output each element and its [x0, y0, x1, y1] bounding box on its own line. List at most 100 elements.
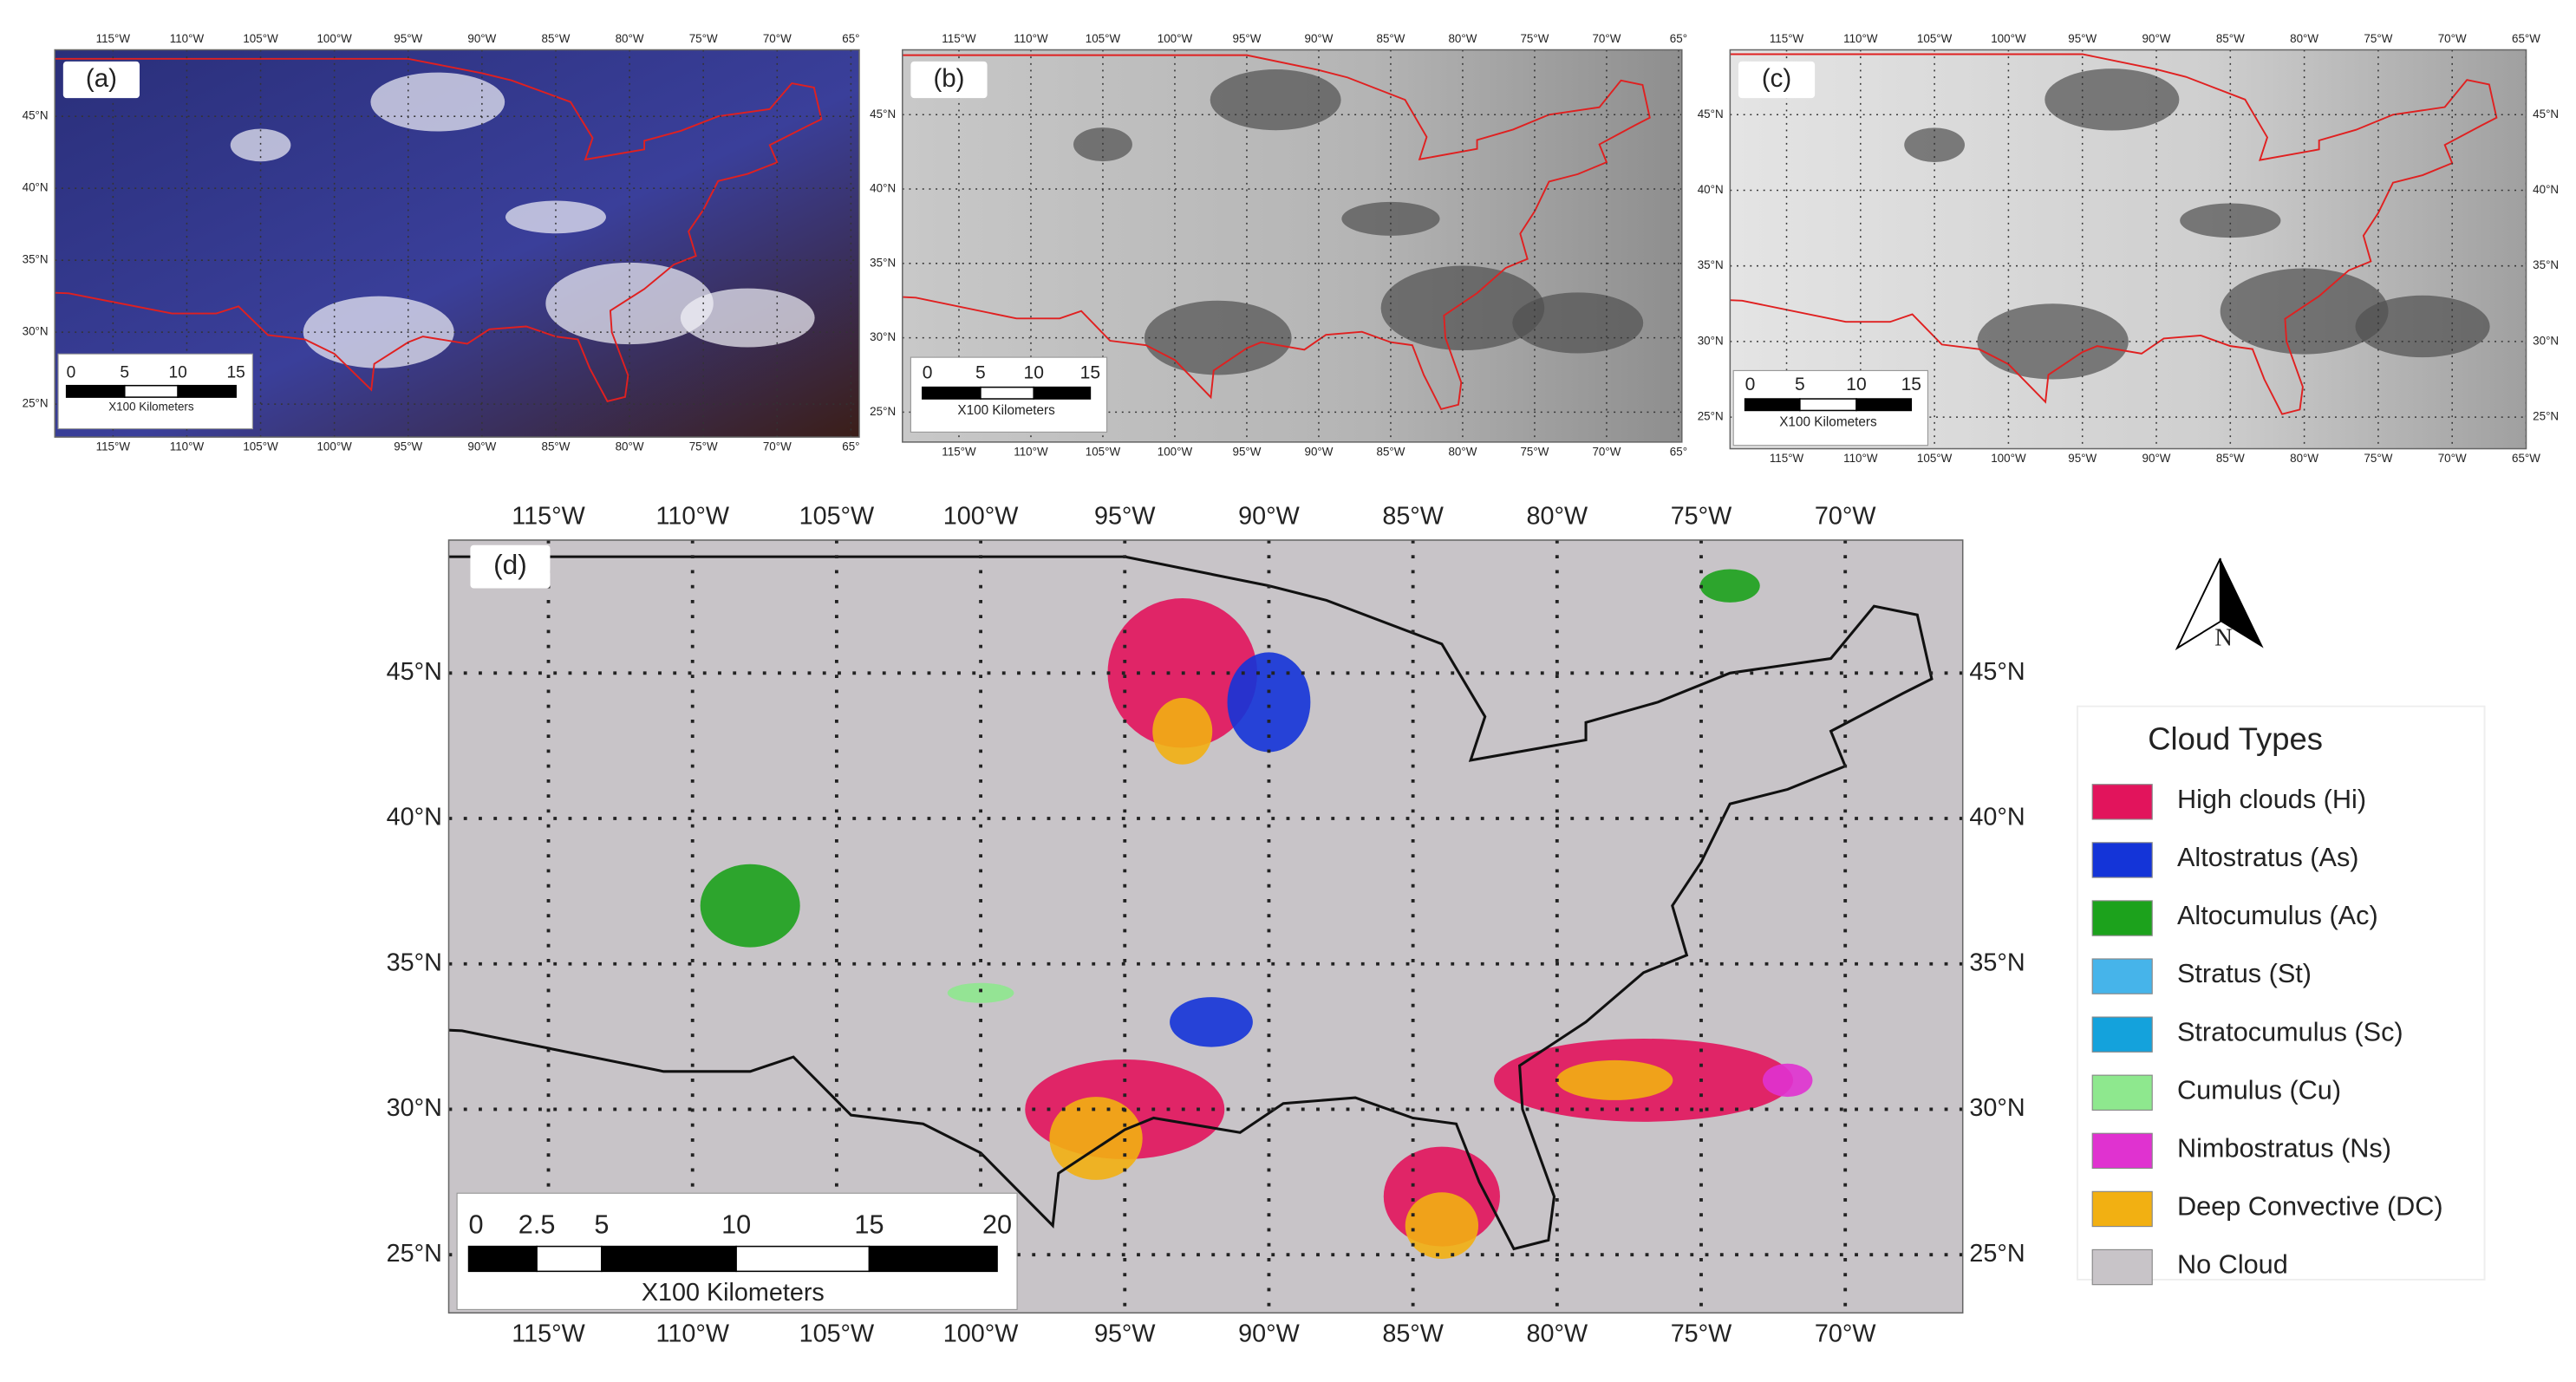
lon-label: 80°W	[2290, 32, 2318, 45]
lon-label: 100°W	[316, 32, 352, 45]
scale-label: 10	[168, 363, 186, 381]
scale-label: 5	[594, 1210, 609, 1240]
lon-label: 100°W	[943, 503, 1019, 531]
panel-label-box	[62, 61, 140, 99]
cloud	[1556, 1059, 1673, 1100]
scale-label: 5	[120, 363, 129, 381]
lon-label: 115°W	[512, 503, 585, 531]
lon-label: 70°W	[1815, 503, 1876, 531]
lat-label: 40°N	[387, 804, 442, 831]
lon-label: 90°W	[1304, 445, 1333, 458]
lat-label: 30°N	[2533, 334, 2559, 347]
coastline	[55, 57, 823, 402]
lon-label: 105°W	[1086, 32, 1121, 45]
scale-segment	[1799, 398, 1857, 412]
legend-swatch	[2091, 784, 2153, 820]
panel-label: (b)	[933, 64, 964, 93]
lon-label: 110°W	[1843, 452, 1878, 465]
lat-label: 35°N	[23, 253, 49, 266]
legend-label: Nimbostratus (Ns)	[2177, 1134, 2391, 1164]
scale-segment	[1855, 398, 1913, 412]
lon-label: 90°W	[2142, 32, 2171, 45]
cloud	[230, 128, 291, 162]
lon-label: 105°W	[1917, 32, 1953, 45]
lon-label: 85°W	[2216, 452, 2245, 465]
lon-label: 110°W	[170, 440, 205, 453]
lon-label: 95°W	[394, 440, 422, 453]
legend-label: Deep Convective (DC)	[2177, 1192, 2443, 1222]
north-arrow: N	[2175, 557, 2264, 652]
scale-unit: X100 Kilometers	[642, 1279, 825, 1307]
lon-label: 85°W	[2216, 32, 2245, 45]
scale-segment	[536, 1245, 603, 1273]
lon-label: 70°W	[1815, 1320, 1876, 1348]
cloud	[680, 288, 815, 348]
north-label: N	[2214, 624, 2233, 652]
lon-label: 105°W	[243, 32, 278, 45]
scale-segment	[123, 384, 179, 398]
lon-label: 65°	[1670, 445, 1687, 458]
cloud	[2180, 203, 2281, 238]
scale-label: 10	[721, 1210, 751, 1240]
scale-label: 15	[1080, 362, 1100, 382]
legend-swatch	[2091, 842, 2153, 878]
lon-label: 110°W	[1014, 32, 1048, 45]
lat-label: 40°N	[870, 182, 896, 195]
scale-label: 2.5	[518, 1210, 556, 1240]
map-layer: 115°W 115°W 110°W 110°W 105°W 105°W 100°W 100°W…	[23, 32, 2560, 1348]
lon-label: 80°W	[1527, 503, 1588, 531]
lon-label: 105°W	[1917, 452, 1953, 465]
lat-label: 25°N	[387, 1240, 442, 1268]
cloud	[1049, 1097, 1143, 1180]
lon-label: 100°W	[943, 1320, 1019, 1348]
lon-label: 70°W	[763, 32, 792, 45]
lon-label: 100°W	[1158, 445, 1193, 458]
scale-segment	[1744, 398, 1801, 412]
lat-label: 45°N	[2533, 108, 2559, 121]
lon-label: 70°W	[2438, 452, 2467, 465]
lon-label: 90°W	[467, 440, 496, 453]
lon-label: 70°W	[2438, 32, 2467, 45]
lon-label: 100°W	[316, 440, 352, 453]
scale-segment	[735, 1245, 871, 1273]
lon-label: 65°W	[2512, 452, 2540, 465]
panel-border	[1729, 49, 2527, 450]
lon-label: 110°W	[655, 1320, 729, 1348]
scale-label: 15	[1901, 375, 1921, 394]
lon-label: 65°	[1670, 32, 1687, 45]
legend-swatch	[2091, 900, 2153, 936]
cloud	[1380, 265, 1545, 351]
lat-label: 30°N	[23, 325, 49, 338]
scale-label: 10	[1024, 362, 1044, 382]
scale-label: 0	[469, 1210, 484, 1240]
lon-label: 105°W	[799, 503, 875, 531]
cloud	[303, 296, 454, 368]
lon-label: 115°W	[1770, 452, 1804, 465]
scale-segment	[980, 386, 1035, 400]
lon-label: 75°W	[1671, 503, 1732, 531]
lon-label: 75°W	[2364, 32, 2392, 45]
lon-label: 90°W	[2142, 452, 2171, 465]
lon-label: 80°W	[616, 440, 644, 453]
lon-label: 80°W	[1527, 1320, 1588, 1348]
lon-label: 95°W	[1232, 32, 1261, 45]
lat-label: 25°N	[23, 397, 49, 410]
lon-label: 110°W	[1014, 445, 1048, 458]
lat-label: 45°N	[1969, 658, 2025, 686]
lat-label: 30°N	[387, 1094, 442, 1122]
lat-label: 25°N	[870, 405, 896, 418]
legend-swatch	[2091, 1016, 2153, 1053]
scale-label: 10	[1846, 375, 1866, 394]
cloud	[1170, 997, 1253, 1047]
lon-label: 90°W	[467, 32, 496, 45]
coastline	[1730, 53, 2498, 415]
lat-label: 40°N	[1698, 183, 1724, 196]
lon-label: 65°	[842, 32, 859, 45]
lat-label: 25°N	[1969, 1240, 2025, 1268]
lon-label: 110°W	[655, 503, 729, 531]
lat-label: 40°N	[23, 181, 49, 194]
cloud	[1904, 127, 1966, 162]
lat-label: 35°N	[1698, 258, 1724, 271]
lat-label: 45°N	[23, 109, 49, 122]
panel-label-box	[910, 61, 988, 99]
